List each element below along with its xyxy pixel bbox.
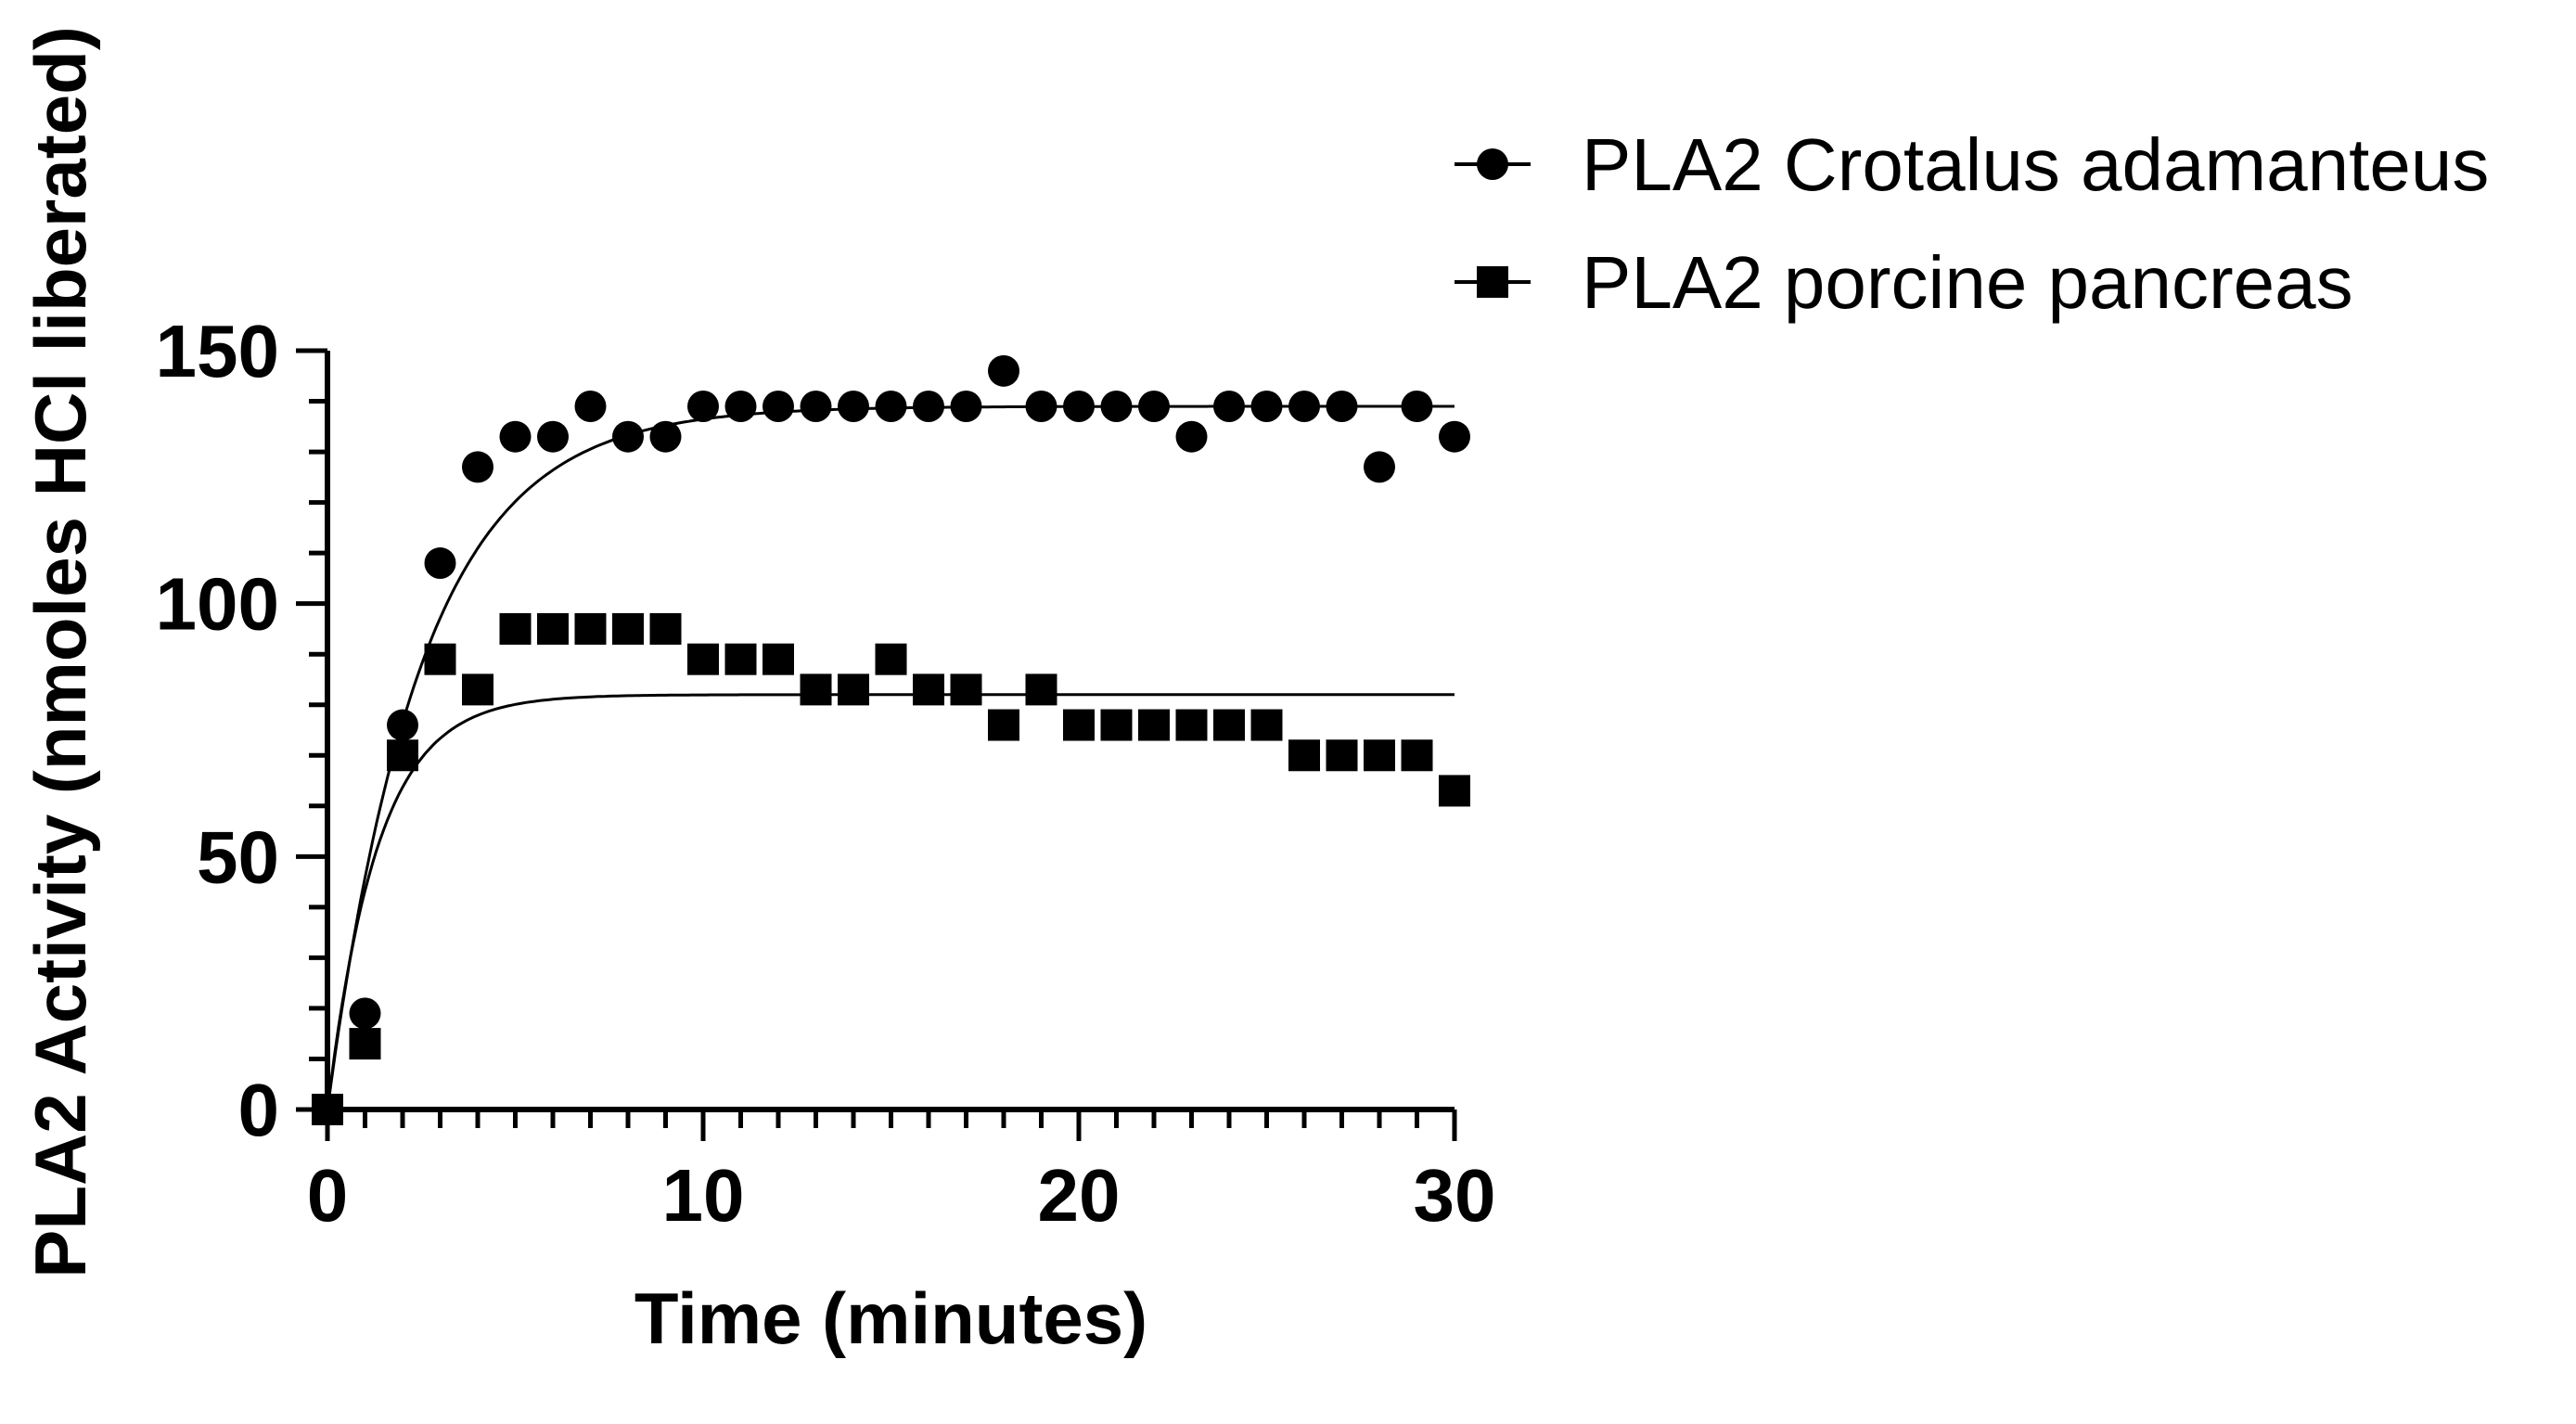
legend: PLA2 Crotalus adamanteus PLA2 porcine pan… [1455,123,2489,324]
data-point-series-1 [462,451,493,483]
data-point-series-2 [537,612,569,645]
data-point-series-1 [1213,390,1245,422]
x-tick-label: 10 [662,1154,745,1237]
data-point-series-2 [875,643,907,675]
data-point-series-2 [1439,775,1470,807]
x-tick-label: 30 [1414,1154,1496,1237]
legend-marker-2 [1477,266,1508,298]
legend-label-1: PLA2 Crotalus adamanteus [1582,123,2489,206]
axes: 0 10 20 30 0 50 100 150 [156,310,1496,1237]
data-point-series-2 [800,674,832,706]
data-point-series-2 [387,739,418,772]
data-point-series-1 [1401,390,1433,422]
data-point-series-1 [988,354,1019,387]
data-point-series-1 [763,390,794,422]
data-point-series-1 [724,390,757,422]
data-point-series-1 [875,390,907,422]
data-point-series-1 [950,390,982,422]
data-point-series-2 [499,612,532,645]
plot-area [312,354,1470,1125]
fit-curve-series-1 [326,404,1455,1110]
data-point-series-2 [349,1028,381,1060]
data-point-series-2 [1025,674,1057,706]
data-point-series-1 [1138,390,1170,422]
data-point-series-1 [1326,390,1358,422]
fit-curve-series-2 [326,693,1455,1110]
data-point-series-1 [1364,451,1395,483]
y-tick-label: 0 [238,1069,280,1151]
data-point-series-2 [1175,709,1208,741]
data-point-series-1 [424,547,456,580]
data-point-series-1 [537,420,569,453]
data-point-series-1 [1025,390,1057,422]
data-point-series-2 [462,674,493,706]
y-axis-title: PLA2 Activity (nmoles HCl liberated) [19,26,101,1277]
data-point-series-2 [1364,739,1395,772]
data-point-series-1 [574,390,607,422]
y-tick-label: 150 [156,310,279,392]
data-point-series-2 [763,643,794,675]
data-point-series-2 [1138,709,1170,741]
data-point-series-1 [1175,420,1208,453]
x-axis-title: Time (minutes) [634,1277,1147,1359]
data-point-series-2 [1063,709,1095,741]
data-point-series-1 [1250,390,1283,422]
x-tick-label: 0 [307,1154,349,1237]
data-point-series-1 [649,420,682,453]
data-point-series-2 [424,643,456,675]
data-point-series-1 [838,390,869,422]
data-point-series-1 [1439,420,1470,453]
data-point-series-2 [913,674,944,706]
data-point-series-2 [574,612,607,645]
data-point-series-1 [612,420,644,453]
data-point-series-2 [838,674,869,706]
data-point-series-1 [1288,390,1320,422]
data-point-series-1 [499,420,532,453]
data-point-series-1 [349,997,381,1030]
data-point-series-1 [1063,390,1095,422]
data-point-series-1 [687,390,719,422]
y-tick-label: 50 [197,815,279,898]
x-tick-label: 20 [1038,1154,1121,1237]
legend-marker-1 [1477,148,1508,180]
data-point-series-2 [1250,709,1283,741]
data-point-series-2 [724,643,757,675]
y-tick-label: 100 [156,563,279,646]
data-point-series-2 [649,612,682,645]
data-point-series-2 [1100,709,1133,741]
data-point-series-1 [800,390,832,422]
data-point-series-2 [1213,709,1245,741]
data-point-series-2 [1326,739,1358,772]
data-point-series-1 [913,390,944,422]
data-point-series-2 [687,643,719,675]
legend-label-2: PLA2 porcine pancreas [1582,241,2353,324]
data-point-series-1 [387,709,418,741]
data-point-series-2 [950,674,982,706]
data-point-series-1 [1100,390,1133,422]
data-point-series-2 [612,612,644,645]
data-point-series-2 [1401,739,1433,772]
data-point-series-2 [988,709,1019,741]
data-point-series-2 [1288,739,1320,772]
